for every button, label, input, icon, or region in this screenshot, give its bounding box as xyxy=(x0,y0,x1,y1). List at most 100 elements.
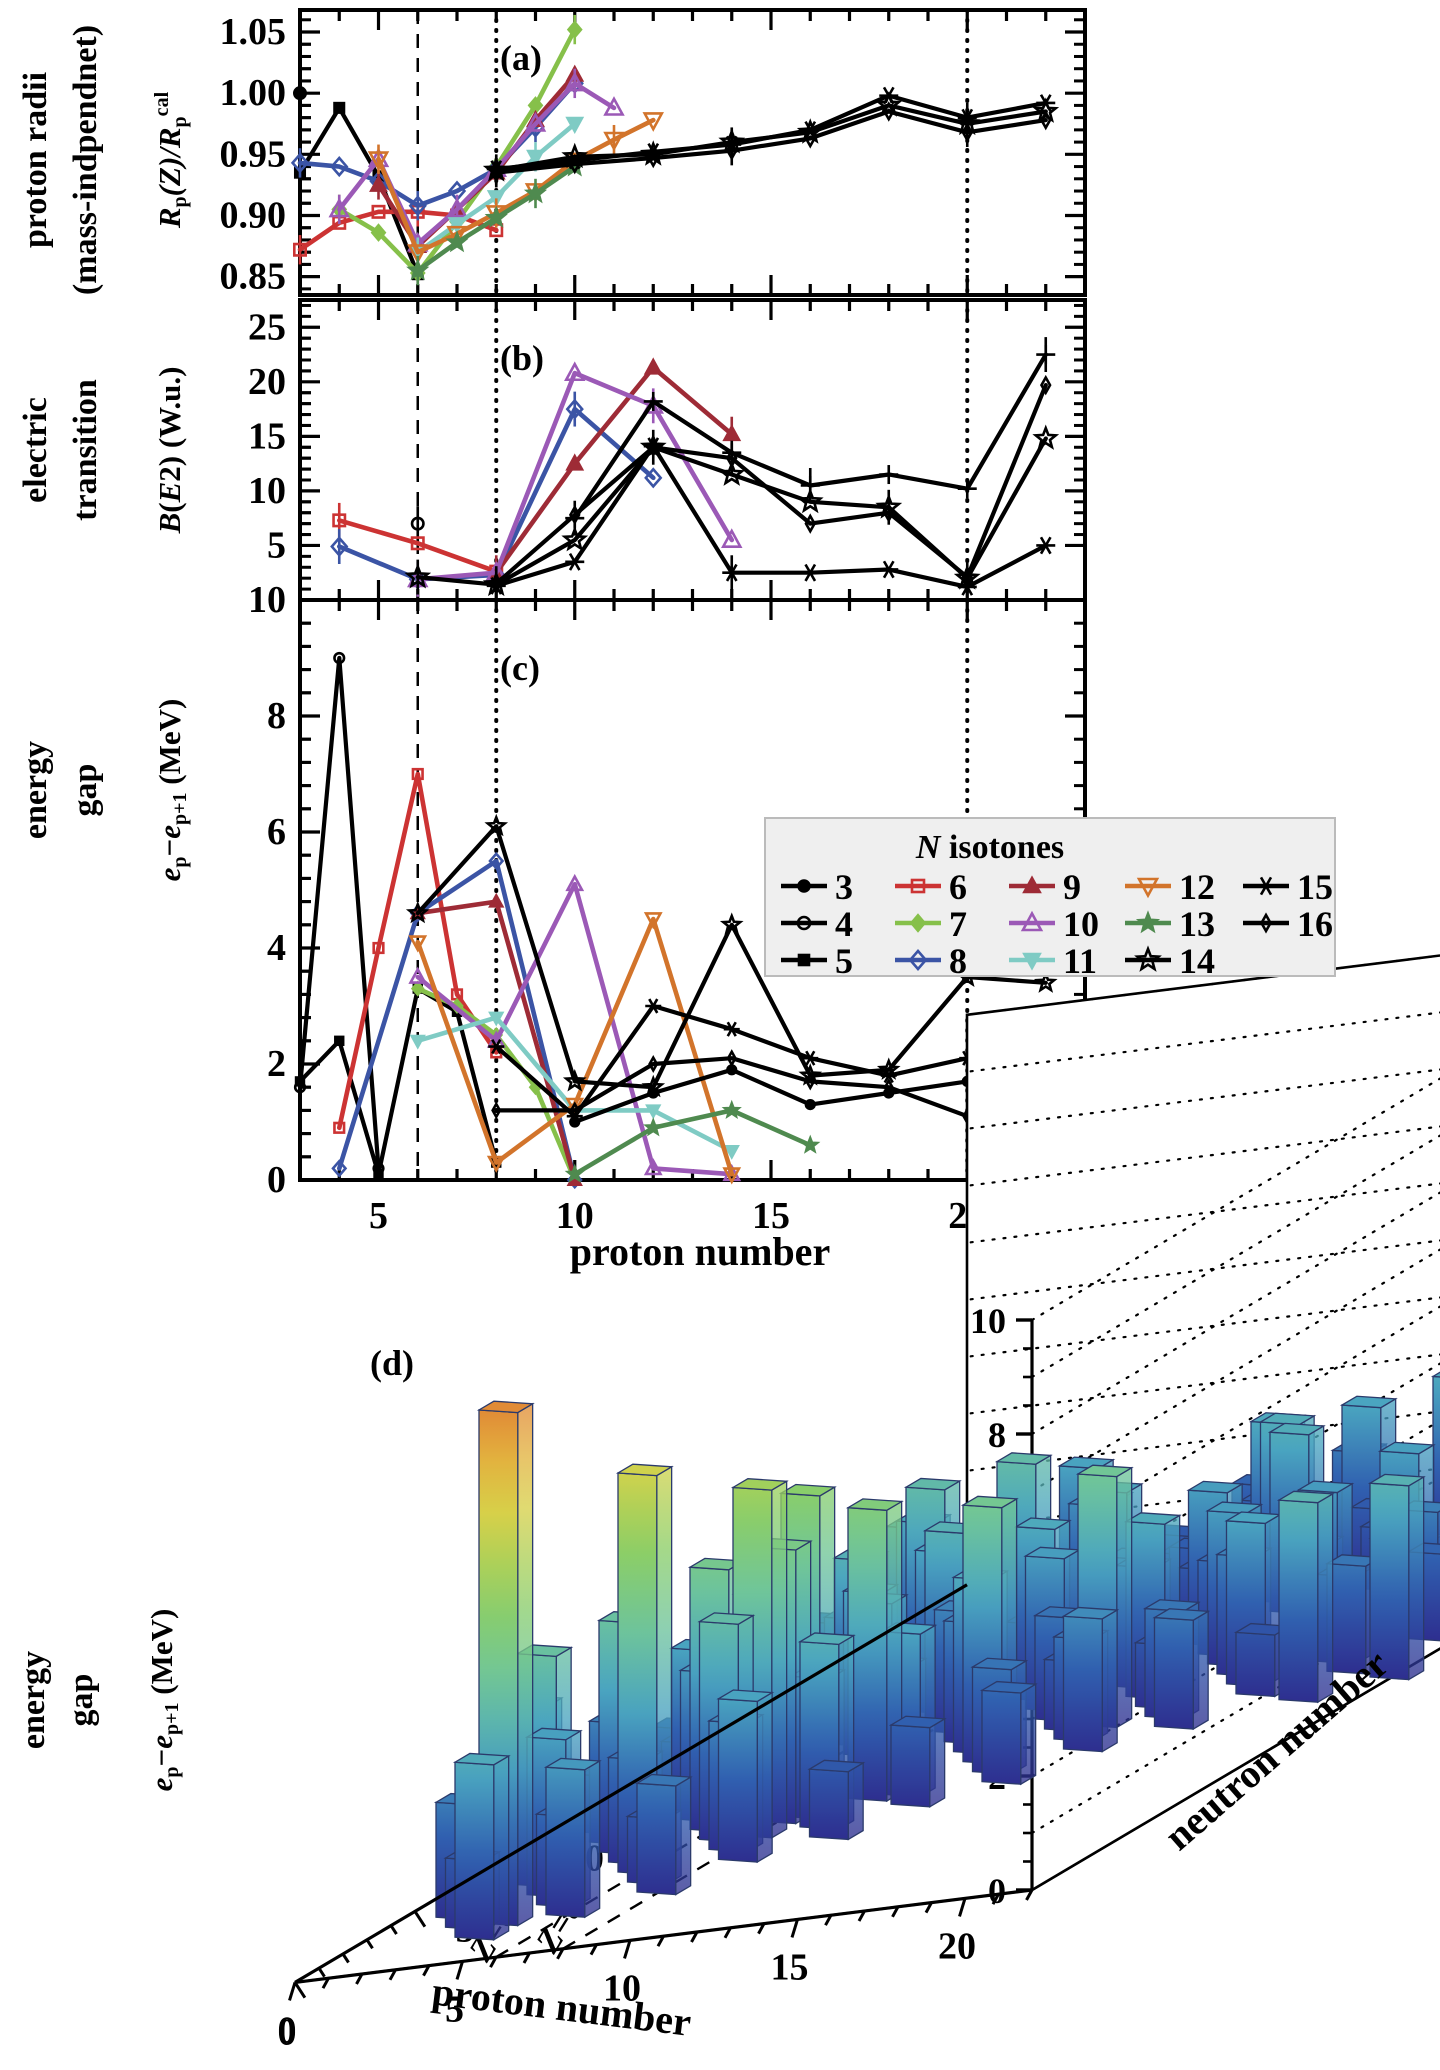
bar-face-front xyxy=(981,1689,1022,1785)
data-marker xyxy=(909,913,927,933)
ylabel-panel-b: B(E2) (W.u.) xyxy=(152,367,187,535)
data-marker xyxy=(961,566,974,588)
data-marker xyxy=(569,1116,581,1128)
y-tick-label: 4 xyxy=(267,927,286,969)
data-marker xyxy=(371,204,386,219)
ylabel-c-text: ep−ep+1 (MeV) xyxy=(152,699,191,882)
data-marker xyxy=(405,900,430,924)
bar-face-front xyxy=(1235,1631,1276,1698)
panel-d: 0246810201510505101520250Z=8Z=6 xyxy=(278,954,1440,2053)
data-marker xyxy=(796,915,812,931)
bar-face-top xyxy=(1267,1422,1326,1436)
data-marker xyxy=(446,225,468,246)
data-marker xyxy=(328,197,350,218)
x3d-tick-label-zero: 0 xyxy=(278,2011,297,2053)
data-marker xyxy=(410,536,425,551)
legend-item-N4[interactable]: 4 xyxy=(781,904,853,944)
panel-tag-d: (d) xyxy=(370,1343,414,1383)
series-line-N14 xyxy=(415,824,1048,1090)
y-tick-label: 10 xyxy=(248,470,286,512)
y-tick-label: 10 xyxy=(248,579,286,621)
bar3d-Z22-N15 xyxy=(1367,1473,1426,1681)
panel-tag-b: (b) xyxy=(500,338,544,378)
data-marker xyxy=(410,980,425,997)
legend-item-N5[interactable]: 5 xyxy=(781,941,853,981)
legend-label: 11 xyxy=(1063,941,1097,981)
series-line-N16 xyxy=(494,383,1048,586)
legend-label: 6 xyxy=(949,867,967,907)
series-line-N5 xyxy=(297,986,499,1177)
bar-face-top xyxy=(615,1463,674,1477)
legend-item-N11[interactable]: 11 xyxy=(1009,941,1097,981)
data-marker xyxy=(404,563,432,589)
data-marker xyxy=(722,1167,742,1185)
data-marker xyxy=(882,502,895,523)
legend-item-N9[interactable]: 9 xyxy=(1009,867,1081,907)
bar-face-front xyxy=(717,1698,758,1863)
bar-face-front xyxy=(890,1724,931,1808)
data-marker xyxy=(718,460,746,486)
series-line-N8 xyxy=(336,858,578,1183)
legend-item-N16[interactable]: 16 xyxy=(1243,904,1333,944)
y-tick-label: 0.85 xyxy=(220,256,287,298)
data-marker xyxy=(410,516,425,531)
outer-label-panel-a: proton radii (mass-indpendnet) xyxy=(17,25,104,295)
outer-label-energy-d: energy xyxy=(15,1651,52,1749)
legend-item-N13[interactable]: 13 xyxy=(1125,904,1215,944)
data-marker xyxy=(908,949,928,971)
data-marker xyxy=(882,560,895,579)
data-marker xyxy=(721,528,743,548)
outer-label-proton-radii: proton radii xyxy=(17,72,54,248)
legend-item-N12[interactable]: 12 xyxy=(1125,867,1215,907)
bar3d-Z12-N9 xyxy=(888,1715,947,1808)
data-marker xyxy=(565,116,585,134)
legend-item-N14[interactable]: 14 xyxy=(1125,941,1215,981)
x-tick-label: 10 xyxy=(556,1195,594,1237)
legend-item-N15[interactable]: 15 xyxy=(1243,867,1333,907)
bar3d-Z4-N2 xyxy=(452,1752,511,1941)
data-marker xyxy=(372,941,385,955)
ylabel-panel-a: Rp(Z)/Rpcal xyxy=(151,91,191,229)
data-marker xyxy=(564,1163,585,1183)
y3d-tick xyxy=(365,1938,374,1950)
bar-face-right xyxy=(847,1761,864,1841)
bar3d-Z20-N14 xyxy=(1276,1490,1335,1704)
data-marker xyxy=(331,1159,348,1178)
legend-item-N3[interactable]: 3 xyxy=(781,867,853,907)
data-marker xyxy=(292,86,307,101)
data-marker xyxy=(1039,94,1052,112)
bar-face-top xyxy=(634,1773,693,1787)
bar-face-top xyxy=(903,1477,962,1491)
bar-face-front xyxy=(545,1766,586,1918)
y3d-tick xyxy=(413,1910,427,1928)
y-tick-label: 20 xyxy=(248,361,286,403)
data-marker xyxy=(486,1155,506,1173)
bar-face-front xyxy=(1153,1616,1194,1730)
y-tick-label: 0.90 xyxy=(220,194,287,236)
data-marker xyxy=(643,1117,664,1137)
bar-face-top xyxy=(1296,1480,1355,1494)
data-marker xyxy=(725,563,738,582)
legend-item-N10[interactable]: 10 xyxy=(1009,904,1099,944)
data-marker xyxy=(1032,424,1060,450)
legend-item-N7[interactable]: 7 xyxy=(895,904,967,944)
outer-label-mass-independent: (mass-indpendnet) xyxy=(67,25,104,295)
series-line-N6 xyxy=(336,518,499,574)
legend-box xyxy=(764,817,1336,977)
x-tick-label: 15 xyxy=(752,1195,790,1237)
y-tick-label: 2 xyxy=(267,1043,286,1085)
legend-item-N8[interactable]: 8 xyxy=(895,941,967,981)
data-marker xyxy=(882,101,895,122)
y3d-tick xyxy=(341,1953,350,1964)
data-marker xyxy=(446,197,468,218)
bar-face-top xyxy=(1205,1501,1264,1515)
y-tick-label: 1.00 xyxy=(220,72,287,114)
legend-item-N6[interactable]: 6 xyxy=(895,867,967,907)
bar-face-top xyxy=(1430,1371,1440,1378)
outer-label-electric: electric xyxy=(17,397,54,503)
data-marker xyxy=(805,1050,816,1066)
data-marker xyxy=(643,357,663,375)
data-marker xyxy=(910,878,926,894)
data-marker xyxy=(408,195,427,217)
